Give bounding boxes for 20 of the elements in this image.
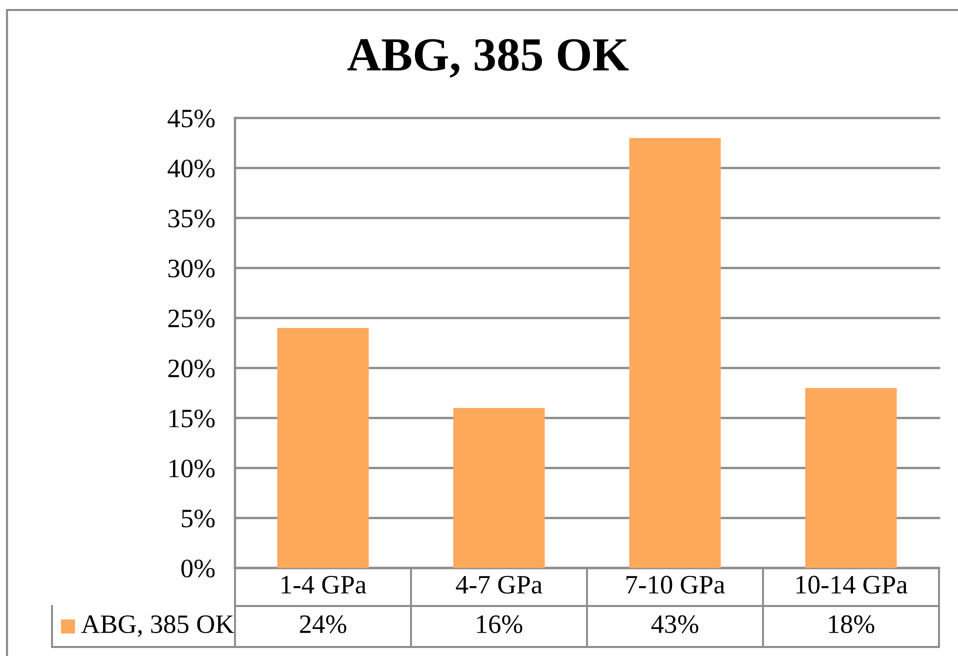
- data-label: 24%: [300, 615, 346, 634]
- y-tick-label: 45%: [168, 110, 215, 128]
- x-tick-label: 1-4 GPa: [282, 576, 366, 594]
- data-label: 43%: [651, 615, 698, 634]
- y-tick-label: 15%: [170, 410, 215, 428]
- y-tick-label: 5%: [182, 510, 215, 528]
- legend-label: ABG, 385 OK: [81, 615, 234, 637]
- x-tick-label: 10-14 GPa: [796, 576, 908, 594]
- data-label: 18%: [829, 615, 874, 634]
- y-tick-label: 25%: [168, 310, 215, 328]
- y-tick-label: 35%: [168, 210, 215, 228]
- y-tick-label: 10%: [170, 460, 215, 478]
- data-label: 16%: [477, 615, 522, 634]
- y-tick-label: 20%: [168, 360, 215, 378]
- y-tick-label: 30%: [168, 260, 215, 278]
- y-tick-label: 40%: [168, 160, 215, 178]
- x-tick-label: 7-10 GPa: [626, 576, 725, 594]
- x-tick-label: 4-7 GPa: [456, 576, 542, 594]
- y-tick-label: 0%: [181, 560, 215, 578]
- chart-title: ABG, 385 OK: [347, 38, 629, 78]
